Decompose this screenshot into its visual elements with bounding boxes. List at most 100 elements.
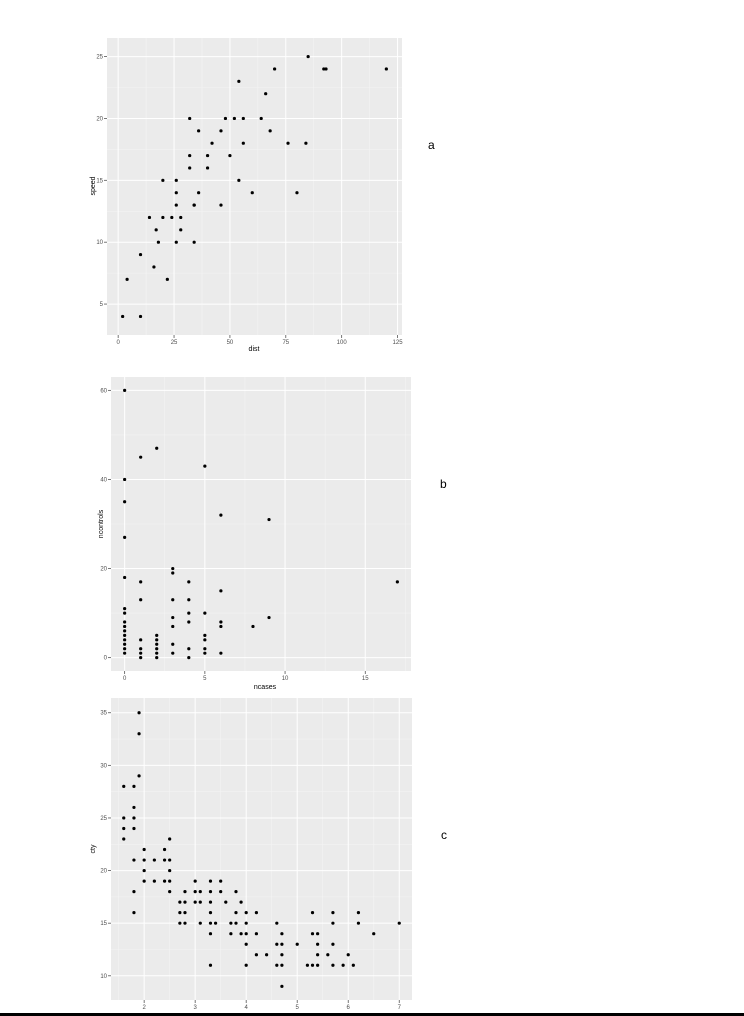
data-point bbox=[244, 921, 248, 925]
y-axis-title: ncontrols bbox=[98, 509, 105, 538]
x-tick-label: 50 bbox=[227, 340, 234, 346]
data-point bbox=[234, 921, 238, 925]
panel-label-b: b bbox=[440, 477, 447, 491]
data-point bbox=[168, 858, 172, 862]
data-point bbox=[198, 921, 202, 925]
data-point bbox=[154, 228, 158, 232]
data-point bbox=[254, 911, 258, 915]
data-point bbox=[162, 879, 167, 883]
data-point bbox=[203, 464, 207, 468]
data-point bbox=[267, 517, 271, 522]
x-tick-label: 0 bbox=[123, 676, 127, 682]
data-point bbox=[139, 598, 143, 602]
data-point bbox=[193, 879, 197, 883]
data-point bbox=[244, 911, 248, 915]
data-point bbox=[254, 953, 258, 957]
data-point bbox=[356, 921, 361, 925]
y-tick-label: 30 bbox=[100, 763, 107, 769]
data-point bbox=[208, 879, 213, 883]
data-point bbox=[219, 129, 223, 133]
data-point bbox=[244, 942, 248, 946]
data-point bbox=[132, 890, 136, 894]
data-point bbox=[155, 633, 159, 637]
data-point bbox=[310, 932, 315, 936]
data-point bbox=[205, 153, 210, 158]
data-point bbox=[123, 607, 127, 611]
y-tick-label: 20 bbox=[96, 116, 103, 122]
data-point bbox=[122, 837, 126, 841]
data-point bbox=[275, 963, 279, 967]
data-point bbox=[161, 178, 165, 182]
data-point bbox=[179, 215, 183, 220]
chart-a: 0 25 50 75 100 125 5 10 15 20 25 dist speed bbox=[90, 38, 403, 353]
data-point bbox=[244, 932, 248, 936]
data-point bbox=[241, 116, 245, 121]
data-point bbox=[234, 890, 238, 894]
data-point bbox=[171, 642, 175, 646]
data-point bbox=[250, 191, 254, 195]
data-point bbox=[137, 774, 141, 778]
data-point bbox=[132, 784, 136, 788]
panel-label-a: a bbox=[428, 138, 435, 152]
data-point bbox=[139, 455, 143, 459]
data-point bbox=[171, 571, 175, 575]
data-point bbox=[229, 921, 233, 925]
data-point bbox=[183, 890, 187, 894]
y-tick-label: 5 bbox=[100, 302, 104, 308]
data-point bbox=[183, 900, 187, 904]
data-point bbox=[155, 642, 159, 646]
data-point bbox=[123, 647, 127, 651]
data-point bbox=[155, 446, 159, 450]
x-tick-label: 15 bbox=[362, 676, 369, 682]
data-point bbox=[219, 879, 223, 883]
data-point bbox=[210, 141, 214, 145]
data-point bbox=[203, 638, 207, 642]
data-point bbox=[171, 566, 175, 571]
data-point bbox=[156, 240, 161, 244]
data-point bbox=[152, 265, 156, 269]
data-point bbox=[251, 624, 255, 629]
data-point bbox=[178, 900, 182, 904]
data-point bbox=[123, 500, 127, 504]
data-point bbox=[197, 191, 201, 195]
panel-label-c: c bbox=[441, 828, 447, 842]
data-point bbox=[139, 647, 143, 651]
data-point bbox=[187, 647, 191, 651]
data-point bbox=[178, 911, 182, 915]
data-point bbox=[229, 932, 233, 936]
data-point bbox=[123, 633, 127, 637]
data-point bbox=[239, 900, 243, 904]
data-point bbox=[138, 252, 143, 257]
data-point bbox=[237, 178, 241, 182]
data-point bbox=[280, 963, 284, 967]
data-point bbox=[219, 890, 223, 894]
data-point bbox=[203, 647, 207, 651]
data-point bbox=[132, 816, 136, 820]
data-point bbox=[331, 963, 335, 967]
y-tick-label: 40 bbox=[100, 477, 107, 483]
page-bottom-border bbox=[0, 1013, 744, 1016]
x-tick-label: 100 bbox=[337, 340, 348, 346]
data-point bbox=[187, 656, 191, 660]
data-point bbox=[208, 900, 213, 904]
data-point bbox=[326, 953, 330, 957]
data-point bbox=[122, 816, 126, 820]
data-point bbox=[280, 942, 284, 946]
data-point bbox=[171, 624, 175, 629]
data-point bbox=[121, 314, 125, 319]
data-point bbox=[192, 203, 196, 207]
data-point bbox=[170, 215, 174, 220]
data-point bbox=[275, 921, 279, 925]
data-point bbox=[223, 116, 228, 121]
data-point bbox=[123, 642, 127, 646]
y-tick-label: 10 bbox=[96, 240, 103, 246]
data-point bbox=[264, 92, 268, 96]
y-tick-label: 10 bbox=[100, 974, 107, 980]
data-point bbox=[203, 651, 207, 655]
data-point bbox=[219, 203, 223, 207]
data-point bbox=[123, 624, 127, 629]
data-point bbox=[162, 847, 167, 852]
data-point bbox=[205, 166, 210, 170]
data-point bbox=[395, 580, 399, 584]
x-axis-title: dist bbox=[249, 346, 260, 353]
